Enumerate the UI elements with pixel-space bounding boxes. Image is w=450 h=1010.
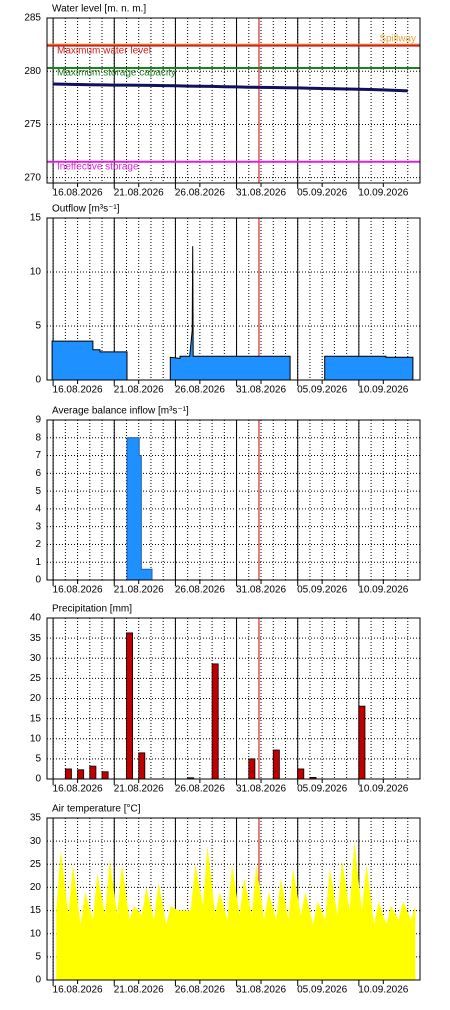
bar [211, 663, 219, 780]
panel-title: Water level [m. n. m.] [52, 4, 146, 15]
bar [64, 768, 72, 780]
x-tick-label: 16.08.2026 [53, 385, 103, 396]
y-tick-label: 15 [30, 213, 42, 224]
plot-area [47, 420, 420, 580]
y-tick-label: 0 [35, 774, 41, 785]
x-tick-label: 26.08.2026 [175, 585, 225, 596]
panel-title: Average balance inflow [m³s⁻¹] [52, 406, 189, 417]
y-tick-label: 8 [35, 432, 41, 443]
x-tick-label: 21.08.2026 [114, 188, 164, 199]
y-tick-label: 10 [30, 928, 42, 939]
x-tick-label: 16.08.2026 [53, 585, 103, 596]
bar [297, 768, 305, 780]
x-tick-label: 10.09.2026 [358, 585, 408, 596]
y-tick-label: 270 [24, 172, 41, 183]
plot-border [46, 817, 421, 981]
y-tick-label: 20 [30, 882, 42, 893]
x-tick-label: 31.08.2026 [236, 585, 286, 596]
y-tick-label: 285 [24, 13, 41, 24]
y-tick-label: 5 [35, 951, 41, 962]
y-tick-label: 30 [30, 836, 42, 847]
y-tick-label: 35 [30, 813, 42, 824]
x-tick-label: 05.09.2026 [297, 385, 347, 396]
y-tick-label: 40 [30, 613, 42, 624]
y-tick-label: 0 [35, 575, 41, 586]
plot-border [46, 419, 421, 581]
x-tick-label: 16.08.2026 [53, 188, 103, 199]
y-tick-label: 280 [24, 66, 41, 77]
bar [101, 771, 109, 780]
x-tick-label: 05.09.2026 [297, 784, 347, 795]
bar [248, 758, 256, 780]
reference-label: Spillway [379, 33, 416, 44]
x-tick-label: 10.09.2026 [358, 385, 408, 396]
x-tick-label: 21.08.2026 [114, 385, 164, 396]
y-tick-label: 6 [35, 468, 41, 479]
x-tick-label: 21.08.2026 [114, 784, 164, 795]
x-tick-label: 26.08.2026 [175, 188, 225, 199]
plot-border [46, 617, 421, 780]
x-tick-label: 21.08.2026 [114, 985, 164, 996]
x-tick-label: 10.09.2026 [358, 985, 408, 996]
bar [138, 752, 146, 780]
x-tick-label: 05.09.2026 [297, 585, 347, 596]
y-tick-label: 3 [35, 521, 41, 532]
plot-border [46, 17, 421, 184]
x-tick-label: 16.08.2026 [53, 784, 103, 795]
reference-label: Maximum storage capacity [57, 68, 176, 79]
panel-title: Outflow [m³s⁻¹] [52, 204, 120, 215]
y-tick-label: 275 [24, 119, 41, 130]
y-tick-label: 25 [30, 859, 42, 870]
x-tick-label: 05.09.2026 [297, 188, 347, 199]
x-tick-label: 05.09.2026 [297, 985, 347, 996]
bar [126, 632, 134, 780]
bar [77, 769, 85, 780]
bar [358, 705, 366, 780]
x-tick-label: 31.08.2026 [236, 385, 286, 396]
area [56, 841, 416, 980]
y-tick-label: 20 [30, 693, 42, 704]
y-tick-label: 30 [30, 653, 42, 664]
x-tick-label: 26.08.2026 [175, 385, 225, 396]
y-tick-label: 4 [35, 504, 41, 515]
reference-label: Ineffective storage [57, 161, 139, 172]
bar [89, 765, 97, 780]
y-tick-label: 5 [35, 754, 41, 765]
y-tick-label: 0 [35, 375, 41, 386]
x-tick-label: 16.08.2026 [53, 985, 103, 996]
panel-title: Air temperature [°C] [52, 804, 141, 815]
bar [272, 749, 280, 780]
y-tick-label: 9 [35, 415, 41, 426]
x-tick-label: 21.08.2026 [114, 585, 164, 596]
x-tick-label: 26.08.2026 [175, 985, 225, 996]
plot-border [46, 217, 421, 381]
x-tick-label: 31.08.2026 [236, 985, 286, 996]
y-tick-label: 35 [30, 633, 42, 644]
plot-area [47, 18, 420, 183]
x-tick-label: 10.09.2026 [358, 784, 408, 795]
x-tick-label: 10.09.2026 [358, 188, 408, 199]
y-tick-label: 10 [30, 267, 42, 278]
y-tick-label: 5 [35, 321, 41, 332]
y-tick-label: 0 [35, 975, 41, 986]
y-tick-label: 5 [35, 486, 41, 497]
y-tick-label: 15 [30, 905, 42, 916]
panel-title: Precipitation [mm] [52, 604, 132, 615]
area [51, 246, 414, 381]
x-tick-label: 26.08.2026 [175, 784, 225, 795]
reference-label: Maximum water level [57, 45, 151, 56]
y-tick-label: 25 [30, 673, 42, 684]
y-tick-label: 10 [30, 733, 42, 744]
y-tick-label: 2 [35, 539, 41, 550]
x-tick-label: 31.08.2026 [236, 188, 286, 199]
y-tick-label: 1 [35, 557, 41, 568]
x-tick-label: 31.08.2026 [236, 784, 286, 795]
y-tick-label: 15 [30, 713, 42, 724]
y-tick-label: 7 [35, 450, 41, 461]
water-level-line [53, 82, 408, 93]
